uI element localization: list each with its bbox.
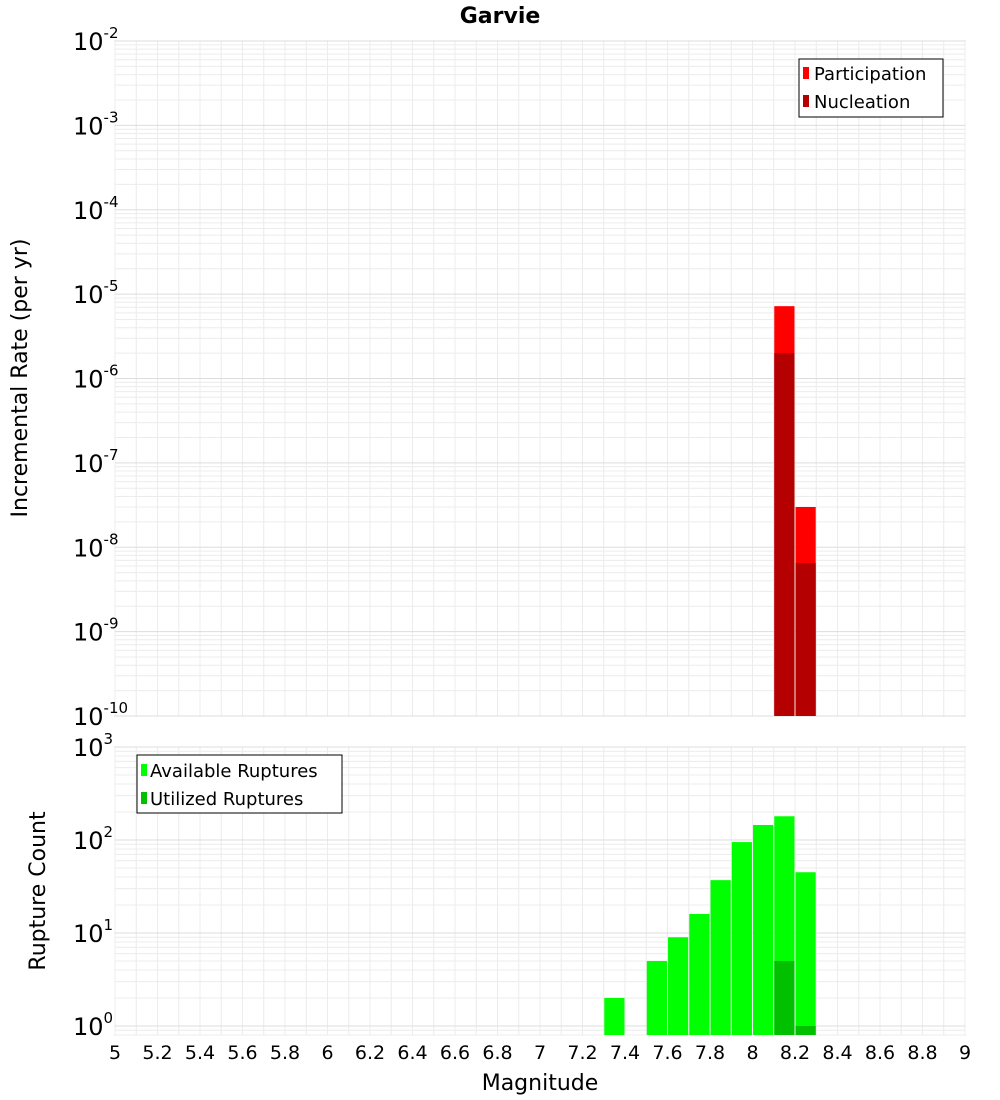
y-tick-label: 10-2 bbox=[73, 24, 119, 56]
x-tick-label: 8 bbox=[746, 1042, 758, 1064]
x-tick-label: 8.2 bbox=[780, 1042, 810, 1064]
bottom-legend: Available Ruptures Utilized Ruptures bbox=[136, 754, 343, 814]
bottom-legend-box bbox=[136, 754, 343, 814]
y-tick-label: 101 bbox=[73, 916, 113, 948]
x-tick-label: 7.6 bbox=[652, 1042, 682, 1064]
y-tick-label: 10-7 bbox=[73, 446, 119, 478]
x-tick-label: 5.8 bbox=[270, 1042, 300, 1064]
legend-swatch-available bbox=[141, 764, 147, 776]
y-tick-label: 10-8 bbox=[73, 530, 119, 562]
y-tick-label: 10-3 bbox=[73, 108, 119, 140]
bar-available-ruptures bbox=[795, 872, 816, 1035]
y-tick-label: 10-9 bbox=[73, 615, 119, 647]
x-tick-label: 7.2 bbox=[567, 1042, 597, 1064]
x-tick-labels: 5 5.2 5.4 5.6 5.8 6 6.2 6.4 6.6 6.8 7 7.2 7.4 7.6 7.8 8… bbox=[109, 1042, 971, 1064]
x-axis-title: Magnitude bbox=[482, 1071, 599, 1096]
y-tick-label: 10-5 bbox=[73, 277, 119, 309]
bar-nucleation bbox=[774, 353, 795, 716]
top-legend-box bbox=[798, 58, 944, 118]
bottom-panel: 100 101 102 103 5 5.2 5.4 5.6 5.8 6 6.2 6.4 6.6 6.8 7… bbox=[26, 730, 971, 1096]
bar-available-ruptures bbox=[646, 960, 667, 1035]
x-tick-label: 5.6 bbox=[227, 1042, 257, 1064]
bar-nucleation bbox=[795, 563, 816, 716]
bar-utilized-ruptures bbox=[774, 960, 795, 1035]
x-tick-label: 6.6 bbox=[440, 1042, 470, 1064]
x-tick-label: 6.4 bbox=[397, 1042, 427, 1064]
bar-utilized-ruptures bbox=[795, 1025, 816, 1035]
x-tick-label: 7 bbox=[534, 1042, 546, 1064]
bottom-bars bbox=[604, 816, 816, 1035]
legend-label-utilized: Utilized Ruptures bbox=[150, 789, 303, 810]
legend-label-participation: Participation bbox=[814, 64, 926, 85]
top-y-tick-labels: 10-10 10-9 10-8 10-7 10-6 10-5 10-4 10-3 10-2 bbox=[73, 24, 128, 731]
x-tick-label: 6 bbox=[321, 1042, 333, 1064]
legend-swatch-participation bbox=[803, 67, 809, 79]
bar-available-ruptures bbox=[710, 880, 731, 1035]
bar-available-ruptures bbox=[689, 914, 710, 1035]
x-tick-label: 9 bbox=[959, 1042, 971, 1064]
top-legend: Participation Nucleation bbox=[798, 58, 944, 118]
bar-available-ruptures bbox=[731, 842, 752, 1035]
bar-available-ruptures bbox=[753, 824, 774, 1035]
top-gridlines bbox=[114, 40, 966, 717]
x-tick-label: 5.2 bbox=[142, 1042, 172, 1064]
bar-available-ruptures bbox=[604, 997, 625, 1035]
x-tick-label: 7.4 bbox=[610, 1042, 640, 1064]
y-tick-label: 100 bbox=[73, 1009, 113, 1041]
y-tick-label: 10-6 bbox=[73, 362, 119, 394]
bar-available-ruptures bbox=[668, 937, 689, 1035]
legend-swatch-utilized bbox=[141, 792, 147, 804]
y-tick-label: 10-10 bbox=[73, 699, 128, 731]
x-tick-label: 6.8 bbox=[482, 1042, 512, 1064]
top-panel: 10-10 10-9 10-8 10-7 10-6 10-5 10-4 10-3 10-2 In… bbox=[8, 24, 966, 731]
legend-label-nucleation: Nucleation bbox=[814, 92, 910, 113]
chart-title: Garvie bbox=[460, 4, 541, 29]
top-bars bbox=[774, 306, 816, 716]
x-tick-label: 6.2 bbox=[355, 1042, 385, 1064]
bottom-y-axis-title: Rupture Count bbox=[26, 811, 51, 971]
x-tick-label: 5 bbox=[109, 1042, 121, 1064]
bottom-y-tick-labels: 100 101 102 103 bbox=[73, 730, 113, 1041]
x-tick-label: 8.8 bbox=[907, 1042, 937, 1064]
x-tick-label: 7.8 bbox=[695, 1042, 725, 1064]
y-tick-label: 102 bbox=[73, 823, 113, 855]
x-tick-label: 8.6 bbox=[865, 1042, 895, 1064]
x-tick-label: 8.4 bbox=[822, 1042, 852, 1064]
x-tick-label: 5.4 bbox=[185, 1042, 215, 1064]
y-tick-label: 10-4 bbox=[73, 193, 119, 225]
legend-swatch-nucleation bbox=[803, 95, 809, 107]
y-tick-label: 103 bbox=[73, 730, 113, 762]
legend-label-available: Available Ruptures bbox=[150, 761, 318, 782]
top-y-axis-title: Incremental Rate (per yr) bbox=[8, 239, 33, 518]
